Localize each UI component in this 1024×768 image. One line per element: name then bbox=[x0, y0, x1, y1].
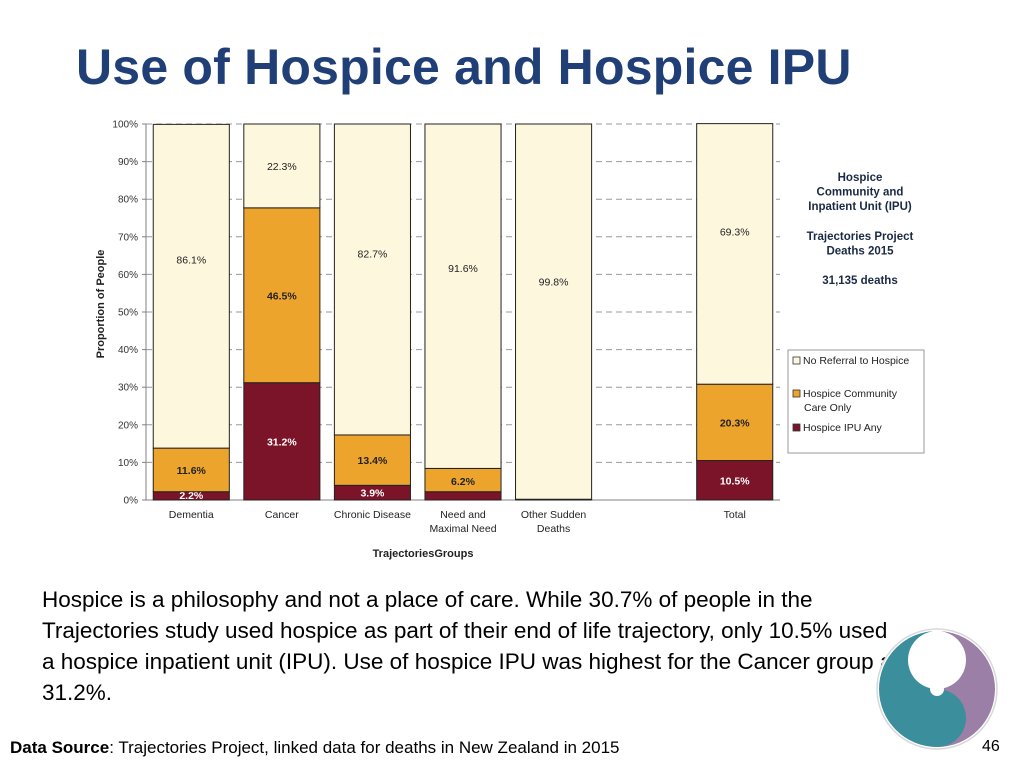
x-tick-label: Chronic Disease bbox=[334, 509, 411, 521]
data-source-label: Data Source bbox=[10, 738, 110, 757]
data-label: 69.3% bbox=[720, 227, 750, 239]
y-tick-label: 50% bbox=[118, 308, 138, 319]
annotation-heading-line: Inpatient Unit (IPU) bbox=[808, 201, 912, 213]
y-tick-label: 70% bbox=[118, 232, 138, 243]
data-label: 99.8% bbox=[539, 276, 569, 288]
bar-segment-no-referral bbox=[424, 123, 502, 469]
data-label: 86.1% bbox=[176, 255, 206, 267]
legend-swatch bbox=[792, 423, 801, 432]
data-label: 3.9% bbox=[360, 488, 385, 500]
legend-swatch bbox=[792, 356, 801, 365]
data-label: 2.2% bbox=[179, 490, 204, 502]
data-label: 91.6% bbox=[448, 263, 478, 275]
summary-paragraph: Hospice is a philosophy and not a place … bbox=[42, 587, 899, 705]
x-tick-label: Total bbox=[724, 509, 746, 521]
y-axis-title: Proportion of People bbox=[95, 250, 107, 359]
legend-label: Hospice Community bbox=[803, 388, 898, 400]
data-label: 22.3% bbox=[267, 161, 297, 173]
x-tick-label: Cancer bbox=[265, 509, 299, 521]
slide-title: Use of Hospice and Hospice IPU bbox=[76, 39, 852, 95]
bar-segment-no-referral bbox=[243, 123, 321, 209]
data-label: 46.5% bbox=[267, 290, 297, 302]
y-tick-label: 60% bbox=[118, 270, 138, 281]
bar-segment-no-referral bbox=[696, 123, 774, 385]
annotation-heading-line: Hospice bbox=[838, 172, 883, 184]
legend-box bbox=[787, 349, 925, 454]
data-label: 82.7% bbox=[358, 249, 388, 261]
data-label: 10.5% bbox=[720, 475, 750, 487]
y-tick-label: 30% bbox=[118, 383, 138, 394]
data-label: 20.3% bbox=[720, 417, 750, 429]
data-label: 31.2% bbox=[267, 436, 297, 448]
y-tick-label: 80% bbox=[118, 195, 138, 206]
bar-segment-community bbox=[152, 447, 230, 493]
bar-segment-ipu bbox=[696, 460, 774, 501]
koru-logo-icon bbox=[876, 628, 998, 750]
legend-swatch bbox=[792, 389, 801, 398]
x-axis-title: TrajectoriesGroups bbox=[373, 548, 474, 560]
y-tick-label: 90% bbox=[118, 157, 138, 168]
annotation-deaths: 31,135 deaths bbox=[822, 275, 897, 287]
bar-segment-ipu bbox=[424, 491, 502, 501]
x-tick-label: Other Sudden bbox=[521, 509, 587, 521]
annotation-project-line: Deaths 2015 bbox=[826, 246, 894, 258]
legend-label: Care Only bbox=[804, 402, 852, 414]
data-source-footer: Data Source: Trajectories Project, linke… bbox=[10, 738, 620, 758]
y-tick-label: 20% bbox=[118, 420, 138, 431]
legend-label: Hospice IPU Any bbox=[803, 422, 883, 434]
data-source-text: : Trajectories Project, linked data for … bbox=[109, 738, 620, 757]
data-label: 11.6% bbox=[177, 465, 207, 477]
bar-segment-no-referral bbox=[515, 123, 593, 500]
stacked-bar-chart: 0% 10% 20% 30% 40% 50% 60% 70% 80% 90% 100% 2.2% 11.… bbox=[95, 120, 925, 560]
annotation-project-line: Trajectories Project bbox=[807, 231, 914, 243]
x-tick-label: Deaths bbox=[537, 523, 570, 535]
annotation-heading-line: Community and bbox=[817, 187, 904, 199]
page-number: 46 bbox=[982, 738, 1000, 755]
bar-segment-no-referral bbox=[333, 123, 411, 436]
y-tick-label: 100% bbox=[112, 120, 138, 131]
data-label: 13.4% bbox=[358, 455, 388, 467]
data-label: 6.2% bbox=[451, 476, 476, 488]
x-tick-label: Dementia bbox=[169, 509, 214, 521]
y-tick-label: 10% bbox=[118, 458, 138, 469]
y-tick-label: 0% bbox=[124, 496, 139, 507]
x-tick-label: Need and bbox=[440, 509, 486, 521]
x-tick-label: Maximal Need bbox=[429, 523, 496, 535]
bar-segment-ipu bbox=[243, 382, 321, 501]
y-tick-label: 40% bbox=[118, 345, 138, 356]
bar-segment-community bbox=[243, 207, 321, 384]
bar-segment-no-referral bbox=[152, 123, 230, 449]
legend-label: No Referral to Hospice bbox=[803, 355, 909, 367]
